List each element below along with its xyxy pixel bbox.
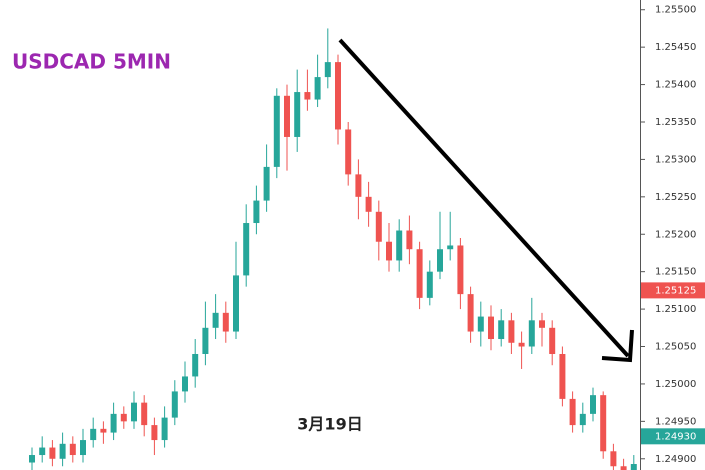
y-tick-label: 1.24950	[655, 416, 696, 427]
candle-body	[375, 211, 382, 242]
y-tick-label: 1.25300	[655, 154, 696, 165]
candle-body	[90, 428, 97, 441]
y-tick-label: 1.25050	[655, 342, 696, 353]
candles	[29, 28, 637, 470]
candle-body	[518, 342, 525, 347]
candle-body	[120, 413, 127, 422]
candle-body	[620, 466, 627, 470]
candle-body	[314, 77, 321, 100]
candle-body	[569, 398, 576, 426]
candle-body	[396, 230, 403, 261]
candle-body	[202, 327, 209, 354]
candle-body	[284, 95, 290, 137]
y-tick-label: 1.25350	[655, 117, 696, 128]
candle-body	[406, 230, 413, 250]
candle-body	[49, 447, 56, 459]
candle-body	[539, 320, 545, 328]
candle-body	[151, 425, 158, 441]
candle-body	[426, 271, 433, 298]
candle-body	[273, 95, 280, 167]
candle-body	[528, 320, 535, 347]
y-tick-label: 1.25250	[655, 192, 696, 203]
candle-body	[579, 413, 586, 426]
chart-title: USDCAD 5MIN	[12, 50, 171, 74]
candle-body	[590, 395, 596, 414]
candle-body	[549, 327, 556, 354]
candle-body	[467, 294, 474, 332]
candle-body	[59, 443, 66, 459]
candle-body	[508, 320, 515, 343]
y-tick-label: 1.25150	[655, 267, 696, 278]
candle-body	[192, 353, 199, 377]
candle-body	[100, 428, 107, 433]
candle-body	[294, 92, 301, 137]
price-tag-label: 1.24930	[655, 431, 696, 442]
candle-body	[610, 451, 617, 467]
candle-body	[253, 200, 260, 224]
candle-body	[335, 62, 341, 130]
candle-body	[233, 275, 239, 332]
date-label: 3月19日	[297, 415, 362, 434]
candle-body	[171, 391, 178, 418]
candle-body	[355, 174, 362, 197]
y-tick-label: 1.25450	[655, 42, 696, 53]
candle-body	[416, 249, 423, 298]
candle-body	[488, 316, 494, 340]
trend-arrow	[338, 38, 630, 358]
candle-body	[498, 320, 505, 340]
candle-body	[110, 413, 117, 433]
candle-body	[263, 166, 270, 201]
y-tick-label: 1.25100	[655, 304, 696, 315]
price-tag	[641, 428, 705, 445]
y-tick-label: 1.25400	[655, 80, 696, 91]
candle-body	[39, 447, 46, 456]
candle-body	[600, 395, 607, 452]
candle-body	[345, 129, 352, 175]
candle-body	[222, 312, 229, 332]
candle-body	[29, 455, 35, 463]
candle-body	[559, 353, 566, 399]
y-tick-label: 1.25500	[655, 5, 696, 16]
candle-body	[182, 376, 188, 392]
candle-body	[212, 312, 219, 328]
candle-body	[630, 464, 637, 470]
price-tag-label: 1.25125	[655, 285, 696, 296]
candle-body	[324, 62, 331, 78]
candle-body	[386, 241, 392, 261]
candle-body	[80, 440, 86, 456]
candle-body	[437, 249, 443, 272]
candle-body	[447, 245, 454, 250]
candle-body	[457, 245, 464, 295]
arrow-head	[601, 329, 634, 363]
y-tick-label: 1.25200	[655, 229, 696, 240]
y-tick-label: 1.25000	[655, 379, 696, 390]
candle-body	[304, 92, 311, 100]
candle-body	[365, 196, 372, 212]
price-tag	[641, 282, 705, 299]
candle-body	[243, 223, 250, 276]
candle-body	[131, 402, 137, 422]
candle-body	[141, 402, 148, 426]
y-tick-label: 1.24900	[655, 454, 696, 465]
candle-body	[69, 443, 76, 456]
candle-body	[477, 316, 484, 332]
candle-body	[161, 417, 168, 441]
